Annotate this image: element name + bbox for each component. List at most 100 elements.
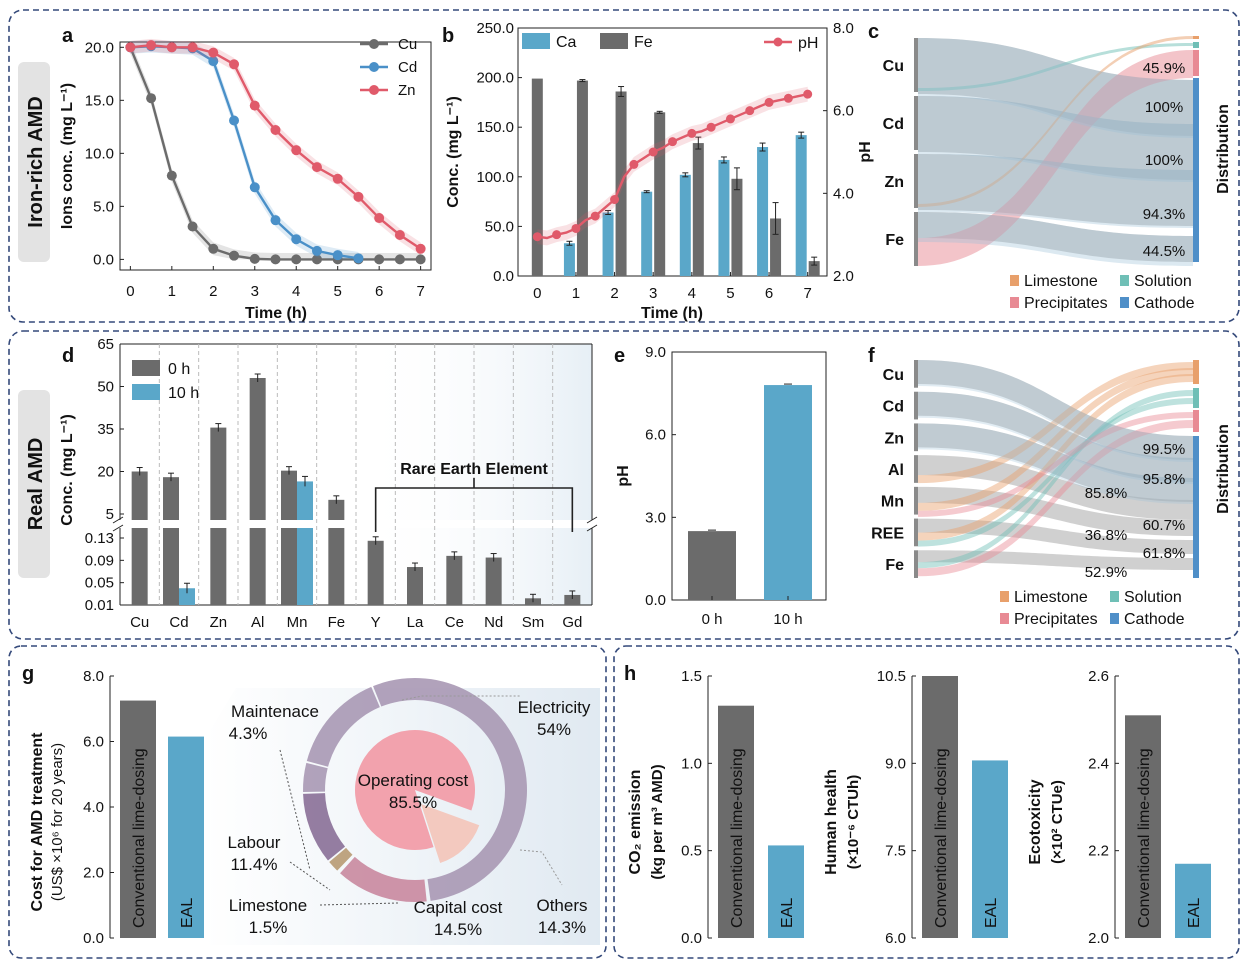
panel-a-point-cu (311, 254, 322, 265)
panel-g-ylabel: Cost for AMD treatment (29, 732, 46, 912)
sankey-flow (918, 96, 1193, 182)
panel-b-xtick-label: 6 (765, 285, 773, 302)
panel-g-ring-lime-value: 1.5% (249, 918, 288, 937)
sankey-target-bar (1193, 410, 1199, 432)
panel-h-ytick-label: 2.4 (1088, 755, 1109, 772)
panel-h-ytick-label: 7.5 (885, 843, 906, 860)
border-g (8, 645, 607, 959)
panel-d-ytick-label: 20 (97, 464, 114, 481)
panel-e-bar-0 (688, 531, 736, 600)
panel-g-pie-op-value: 85.5% (389, 793, 437, 812)
panel-h-ylabel2-2: (×10² CTUe) (1049, 780, 1066, 864)
panel-letter-h: h (624, 663, 636, 685)
panel-b-bar-fe (654, 112, 666, 276)
panel-g-ring-maint-value: 4.3% (229, 724, 268, 743)
panel-letter-b: b (442, 25, 454, 47)
panel-b-ph-point (687, 128, 697, 138)
sankey-legend-label: Limestone (1024, 273, 1098, 290)
panel-a-ytick-label: 20.0 (85, 39, 114, 56)
panel-g-ring-segment-4 (303, 762, 328, 792)
sankey-target-bar (1193, 360, 1199, 384)
panel-b-ph-point (783, 93, 793, 103)
panel-d-bar-0h (446, 555, 463, 605)
panel-b-ph-point (706, 122, 716, 132)
panel-g-bar-label-0: Conventional lime-dosing (131, 748, 148, 928)
panel-letter-a: a (62, 25, 74, 47)
panel-b-ph-point (764, 97, 774, 107)
panel-e-ytick-label: 3.0 (645, 509, 666, 526)
panel-d-bar-10h (297, 481, 313, 520)
panel-h-ytick-label: 2.2 (1088, 843, 1109, 860)
panel-g-chart: Cost for AMD treatment (US$ ×10⁶ for 20 … (29, 668, 600, 947)
sankey-legend-label: Precipitates (1024, 295, 1108, 312)
panel-g-pie-capital (421, 804, 480, 863)
panel-b-legend-ca-swatch (522, 33, 550, 49)
panel-a-point-cu (166, 170, 177, 181)
panel-b-ph-point (610, 195, 620, 205)
panel-h-bar-0-1 (768, 845, 804, 938)
sankey-source-bar-zn (914, 423, 918, 452)
panel-d-xtick-label: La (407, 614, 424, 631)
panel-a-point-cu (270, 254, 281, 265)
panel-g-bar-1 (168, 736, 204, 938)
panel-d-xtick-label: Mn (287, 614, 308, 631)
panel-a-point-zn (187, 42, 198, 53)
panel-e-xtick-label: 0 h (702, 611, 723, 628)
sankey-legend-label: Cathode (1134, 295, 1195, 312)
row-label-bg-mid (18, 390, 50, 578)
sankey-flow (918, 50, 1193, 266)
panel-d-bar-0h (328, 499, 345, 520)
panel-d-xtick-label: Zn (210, 614, 228, 631)
panel-e-bar-1 (764, 385, 812, 600)
panel-h-bar-1-1 (972, 760, 1008, 938)
panel-d-bar-0h (210, 528, 227, 605)
panel-g-ring-elec-value: 54% (537, 720, 571, 739)
sankey-flow (918, 550, 1193, 570)
sankey-flow (918, 154, 1193, 226)
panel-g-ytick-label: 8.0 (83, 668, 104, 685)
panel-a-ytick-label: 5.0 (93, 198, 114, 215)
panel-a-point-cu (291, 254, 302, 265)
panel-e-ytick-label: 0.0 (645, 592, 666, 609)
panel-a-xlabel: Time (h) (245, 305, 307, 322)
panel-a-point-zn (353, 191, 364, 202)
panel-a-xtick-label: 3 (251, 283, 259, 300)
sankey-target-bar (1193, 50, 1199, 76)
panel-h-ytick-label: 10.5 (877, 668, 906, 685)
sankey-percent-label: 52.9% (1085, 564, 1128, 581)
panel-d-ytick-label: 0.13 (85, 530, 114, 547)
sankey-distribution-label: Distribution (1215, 104, 1232, 194)
panel-h-bar-label: Conventional lime-dosing (933, 748, 950, 928)
panel-a-xtick-label: 6 (375, 283, 383, 300)
panel-a-point-zn (332, 173, 343, 184)
panel-d-xtick-label: Cd (169, 614, 188, 631)
panel-h-ytick-label: 1.5 (681, 668, 702, 685)
row-label-top: Iron-rich AMD (25, 96, 47, 227)
panel-b-ph-point (552, 230, 562, 240)
panel-d-legend-10h-swatch (132, 384, 160, 400)
panel-a-point-cu (187, 221, 198, 232)
panel-b-xtick-label: 5 (726, 285, 734, 302)
border-top (8, 9, 1240, 323)
sankey-target-bar (1193, 36, 1199, 39)
panel-a-point-cu (415, 254, 426, 265)
panel-a-point-cu (394, 254, 405, 265)
panel-g-ring-segment-3 (303, 793, 346, 861)
panel-h-bar-2-0 (1125, 715, 1161, 938)
panel-h-ylabel-2: Ecotoxicity (1027, 779, 1044, 864)
sankey-legend-swatch (1000, 613, 1009, 624)
panel-a-legend-label: Cd (398, 59, 417, 76)
panel-d-bar-0h (367, 540, 384, 605)
sankey-legend-swatch (1010, 297, 1019, 308)
panel-g-pie-cap-value: 14.5% (434, 920, 482, 939)
panel-h-bar-0-0 (718, 705, 754, 938)
sankey-flow (918, 455, 1193, 520)
sankey-source-bar-cd (914, 96, 918, 150)
sankey-percent-label: 44.5% (1143, 243, 1186, 260)
panel-d-legend-0h: 0 h (168, 361, 190, 378)
sankey-flow (918, 391, 1193, 484)
sankey-flow (918, 38, 1193, 136)
panel-d-break-mark (586, 524, 598, 532)
panel-d-ytick-label: 50 (97, 379, 114, 396)
panel-a-point-cd (291, 234, 302, 245)
